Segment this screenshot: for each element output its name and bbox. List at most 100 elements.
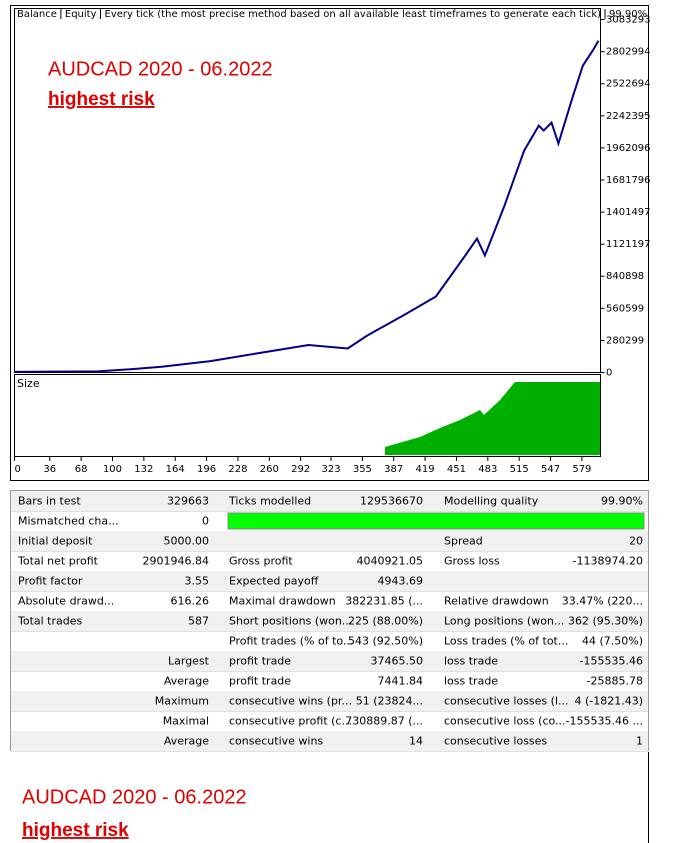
row-bg <box>11 611 648 631</box>
cell-label: Absolute drawd... <box>18 595 114 608</box>
cell-value: Average <box>164 675 209 688</box>
cell-value: 5000.00 <box>164 535 210 548</box>
row-bg <box>11 491 648 511</box>
cell-label: profit trade <box>229 655 291 668</box>
cell-label: Initial deposit <box>18 535 93 548</box>
footer-subtitle: highest risk <box>22 820 129 841</box>
cell-label: Relative drawdown <box>444 595 549 608</box>
y-tick-label: 2522694 <box>606 79 651 90</box>
cell-value: -25885.78 <box>587 675 643 688</box>
row-bg <box>11 651 648 671</box>
cell-label: Profit factor <box>18 575 83 588</box>
x-tick-label: 228 <box>228 464 247 475</box>
header-item: Balance <box>17 9 57 20</box>
cell-label: Gross loss <box>444 555 500 568</box>
cell-value: -1138974.20 <box>573 555 643 568</box>
cell-value: Average <box>164 735 209 748</box>
cell-value: 329663 <box>167 495 209 508</box>
x-tick-label: 323 <box>321 464 340 475</box>
cell-value: 3.55 <box>185 575 210 588</box>
x-tick-label: 579 <box>572 464 591 475</box>
cell-value: Maximal <box>163 715 209 728</box>
cell-value: 362 (95.30%) <box>568 615 643 628</box>
cell-label: loss trade <box>444 675 498 688</box>
cell-label: consecutive wins (pr... <box>229 695 352 708</box>
cell-label: consecutive losses (l... <box>444 695 569 708</box>
cell-label: Loss trades (% of tot... <box>444 635 568 648</box>
subplot-label: Size <box>17 377 40 390</box>
cell-value: 2901946.84 <box>143 555 209 568</box>
cell-value: 0 <box>202 515 209 528</box>
y-tick-label: 1681796 <box>606 175 651 186</box>
cell-label: Total trades <box>17 615 83 628</box>
cell-value: 4 (-1821.43) <box>574 695 643 708</box>
cell-value: Maximum <box>155 695 209 708</box>
y-tick-label: 840898 <box>606 271 644 282</box>
cell-label: consecutive wins <box>229 735 323 748</box>
x-tick-label: 164 <box>166 464 185 475</box>
cell-label: Gross profit <box>229 555 293 568</box>
cell-value: 543 (92.50%) <box>348 635 423 648</box>
y-tick-label: 2242395 <box>606 111 651 122</box>
cell-value: 37465.50 <box>371 655 424 668</box>
cell-value: 99.90% <box>601 495 643 508</box>
cell-label: consecutive losses <box>444 735 547 748</box>
y-tick-label: 2802994 <box>606 47 651 58</box>
y-tick-label: 1962096 <box>606 143 651 154</box>
cell-label: consecutive profit (c... <box>229 715 352 728</box>
cell-value: 225 (88.00%) <box>348 615 423 628</box>
cell-label: Long positions (won... <box>444 615 564 628</box>
x-tick-label: 292 <box>291 464 310 475</box>
row-bg <box>11 731 648 751</box>
cell-value: 4943.69 <box>378 575 424 588</box>
cell-label: loss trade <box>444 655 498 668</box>
cell-value: 129536670 <box>360 495 423 508</box>
y-tick-label: 1121197 <box>606 239 651 250</box>
footer-title: AUDCAD 2020 - 06.2022 <box>22 786 247 808</box>
y-tick-label: 280299 <box>606 335 644 346</box>
cell-label: consecutive loss (co... <box>444 715 566 728</box>
x-tick-label: 36 <box>43 464 56 475</box>
annotation: AUDCAD 2020 - 06.2022 <box>48 58 273 80</box>
x-tick-label: 387 <box>384 464 403 475</box>
cell-value: 382231.85 (... <box>345 595 423 608</box>
chart-header: Balance Equity Every tick (the most precis… <box>17 9 647 20</box>
cell-value: 587 <box>188 615 209 628</box>
cell-value: Largest <box>168 655 210 668</box>
x-tick-label: 68 <box>75 464 88 475</box>
cell-value: 20 <box>629 535 643 548</box>
cell-label: Short positions (won... <box>229 615 352 628</box>
y-tick-label: 1401497 <box>606 207 651 218</box>
stats-table: Bars in test 329663 Ticks modelled 12953667… <box>11 491 648 752</box>
cell-label: Modelling quality <box>444 495 539 508</box>
cell-value: 4040921.05 <box>357 555 423 568</box>
cell-value: -155535.46 ... <box>566 715 643 728</box>
cell-value: 1 <box>636 735 643 748</box>
cell-value: 616.26 <box>171 595 210 608</box>
cell-label: profit trade <box>229 675 291 688</box>
cell-label: Mismatched cha... <box>18 515 119 528</box>
y-tick-label: 0 <box>606 368 612 379</box>
cell-value: -155535.46 <box>580 655 643 668</box>
cell-label: Profit trades (% of to... <box>229 635 353 648</box>
x-tick-label: 132 <box>134 464 153 475</box>
cell-value: 44 (7.50%) <box>582 635 643 648</box>
cell-value: 51 (23824... <box>356 695 423 708</box>
x-tick-label: 419 <box>416 464 435 475</box>
x-tick-label: 260 <box>260 464 279 475</box>
header-item: 99.90% <box>609 9 647 20</box>
cell-label: Bars in test <box>18 495 81 508</box>
row-bg <box>11 531 648 551</box>
plot-frame <box>14 8 601 373</box>
x-tick-label: 100 <box>103 464 122 475</box>
balance-line <box>14 40 600 373</box>
cell-value: 7441.84 <box>378 675 424 688</box>
header-item: Equity <box>65 9 97 20</box>
cell-label: Total net profit <box>17 555 99 568</box>
cell-label: Spread <box>444 535 483 548</box>
x-tick-label: 196 <box>197 464 216 475</box>
cell-value: 730889.87 (... <box>345 715 423 728</box>
row-bg <box>11 571 648 591</box>
x-tick-label: 547 <box>541 464 560 475</box>
